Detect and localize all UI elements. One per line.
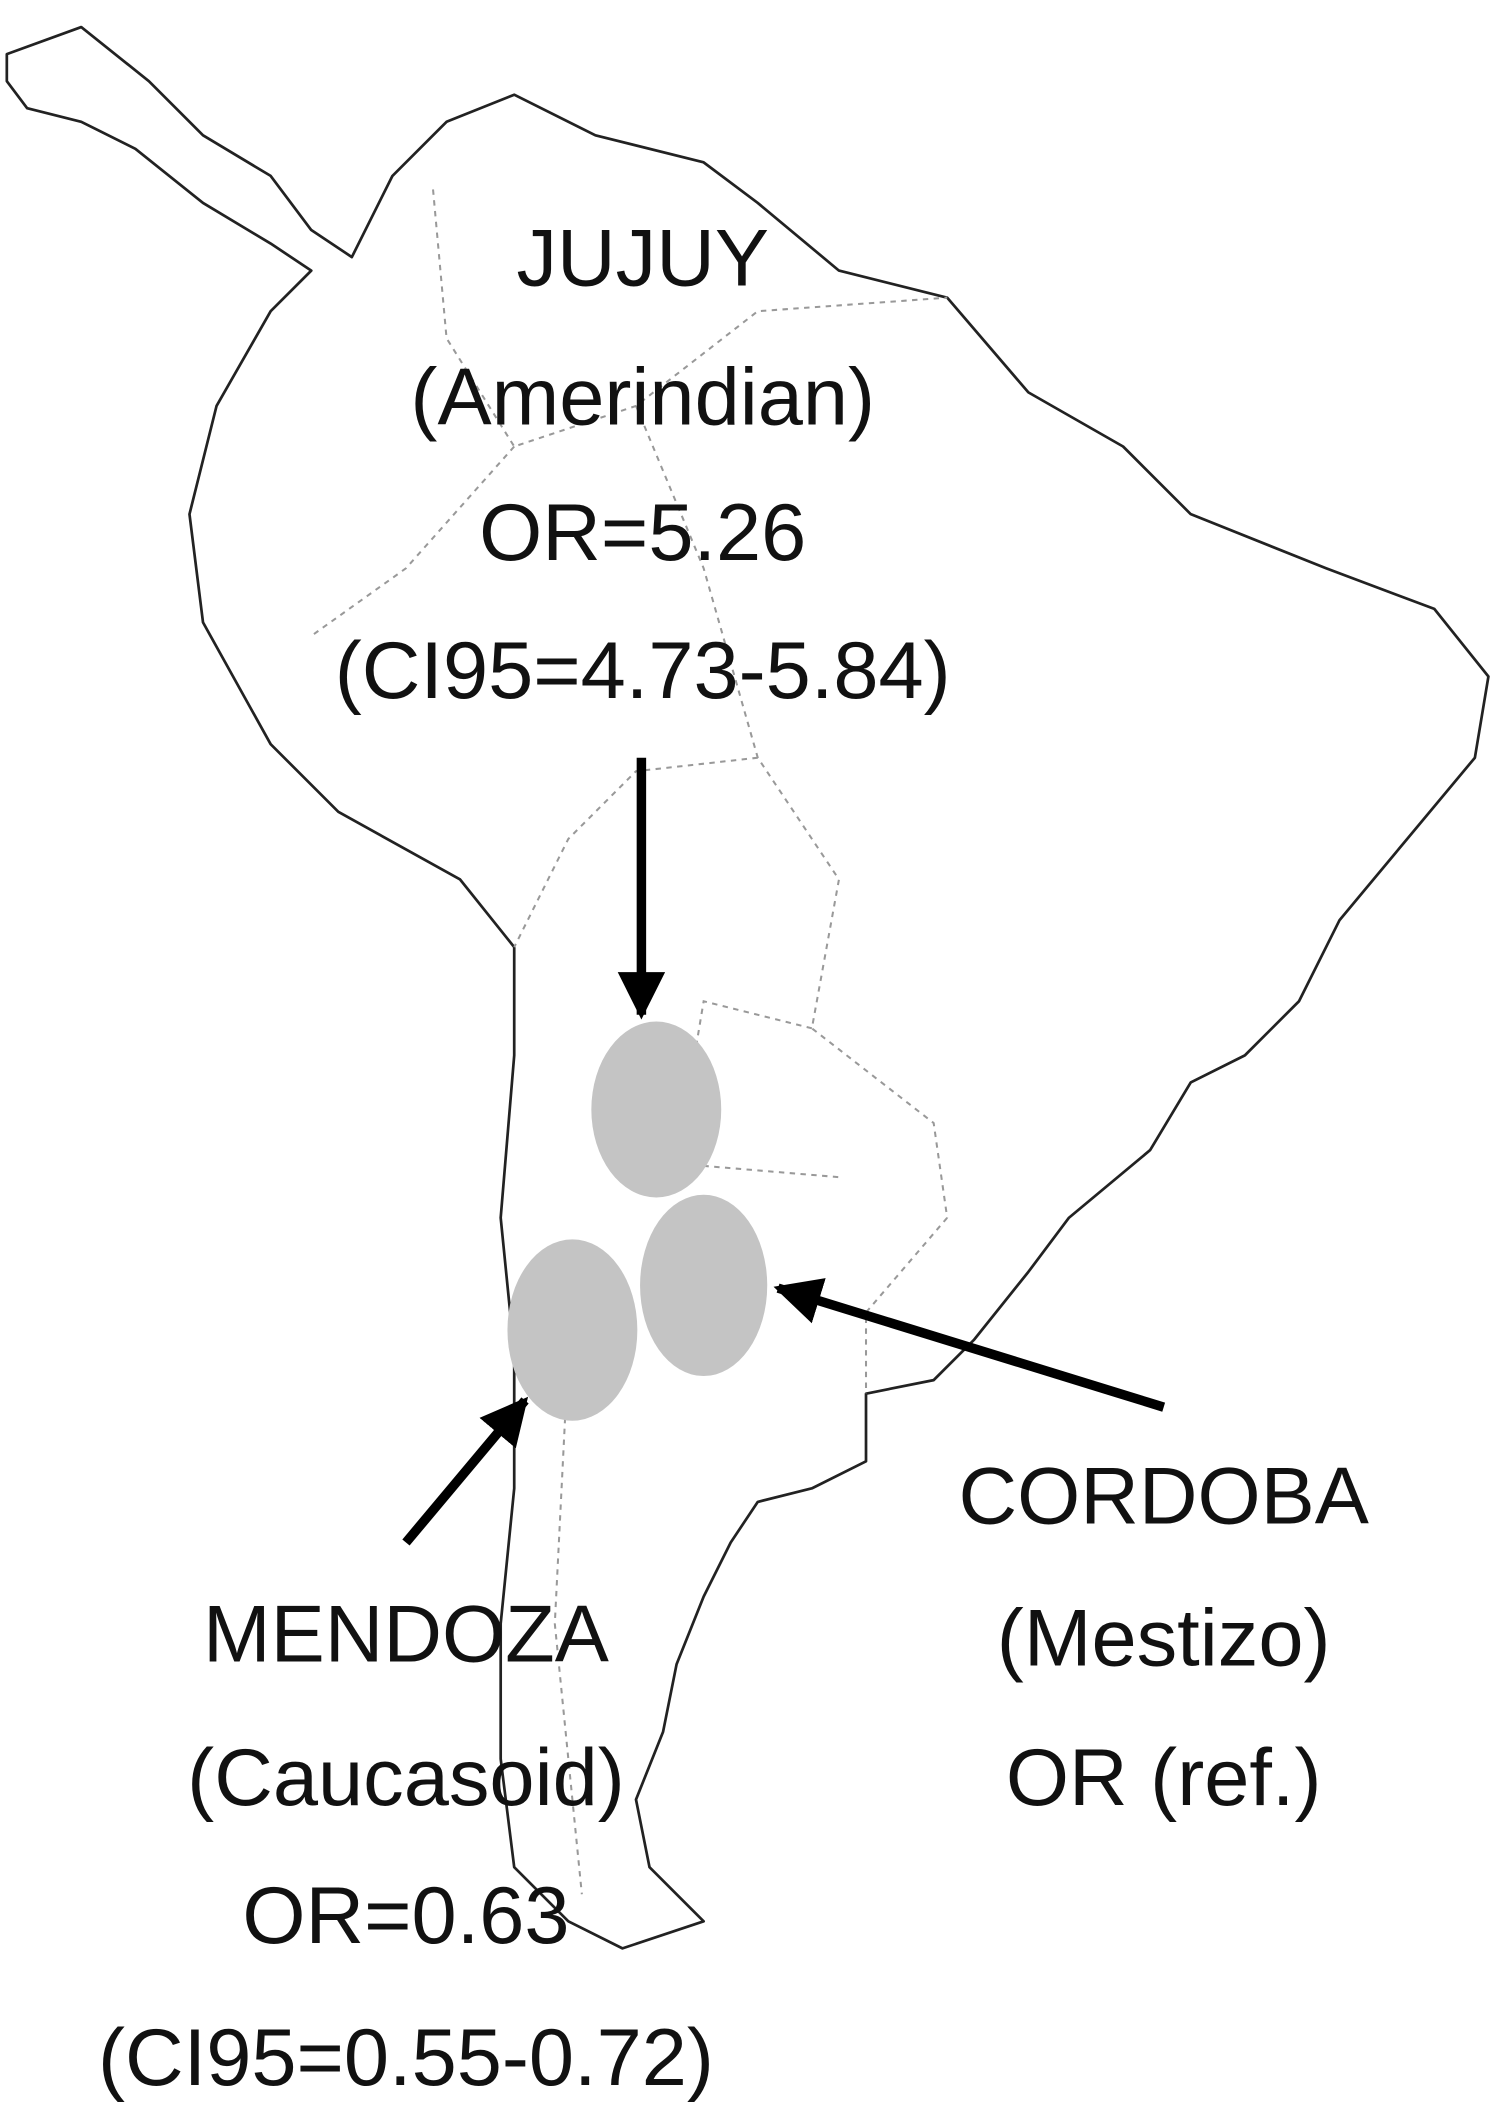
region-name: CORDOBA [958,1451,1368,1541]
population: (Mestizo) [997,1593,1331,1683]
population: (Caucasoid) [187,1733,625,1823]
mendoza-region [507,1239,638,1421]
population: (Amerindian) [410,353,875,443]
cordoba-region [640,1194,768,1377]
confidence-interval: (CI95=0.55-0.72) [98,2013,714,2103]
continent-outline [5,25,1490,1950]
odds-ratio: OR (ref.) [1006,1733,1322,1823]
confidence-interval: (CI95=4.73-5.84) [335,626,951,716]
odds-ratio: OR=0.63 [242,1871,569,1961]
country-borders [310,189,949,1895]
mendoza-arrow [402,1396,529,1546]
odds-ratio: OR=5.26 [479,488,806,578]
region-name: JUJUY [516,213,769,303]
cordoba-arrow [773,1278,1166,1412]
region-name: MENDOZA [203,1589,609,1679]
jujuy-region [591,1021,722,1198]
